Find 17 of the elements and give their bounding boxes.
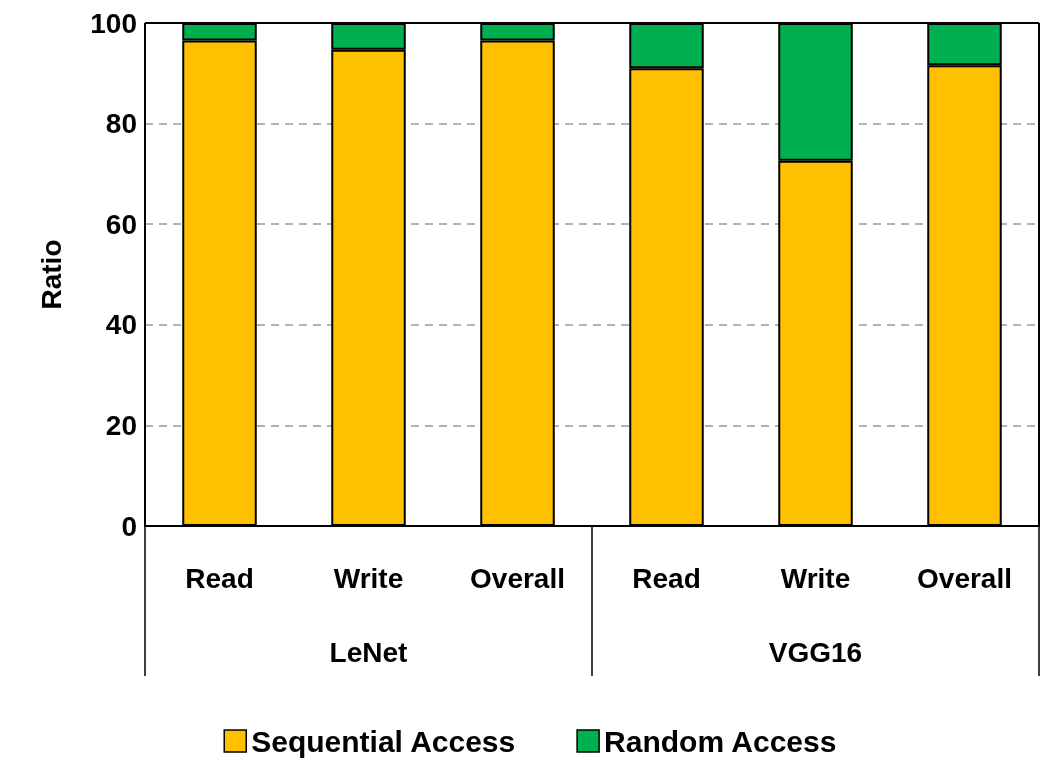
y-tick-label: 60 — [105, 208, 137, 240]
y-tick-label: 100 — [90, 7, 137, 39]
y-tick-label: 20 — [105, 409, 137, 441]
x-tick-label: Read — [185, 562, 254, 594]
x-tick-label: Read — [632, 562, 701, 594]
text: LeNet — [329, 636, 408, 668]
x-tick-label: Write — [780, 562, 851, 594]
y-tick-label: 40 — [105, 309, 137, 341]
legend-label: Sequential Access — [251, 724, 516, 758]
legend-label: Random Access — [604, 724, 837, 758]
y-axis-title: Ratio — [35, 239, 67, 310]
text: VGG16 — [768, 636, 863, 668]
y-tick-label: 80 — [105, 108, 137, 140]
y-tick-label: 0 — [121, 510, 137, 542]
x-tick-label: Overall — [917, 562, 1012, 594]
x-tick-label: Write — [333, 562, 404, 594]
x-tick-label: Overall — [470, 562, 565, 594]
